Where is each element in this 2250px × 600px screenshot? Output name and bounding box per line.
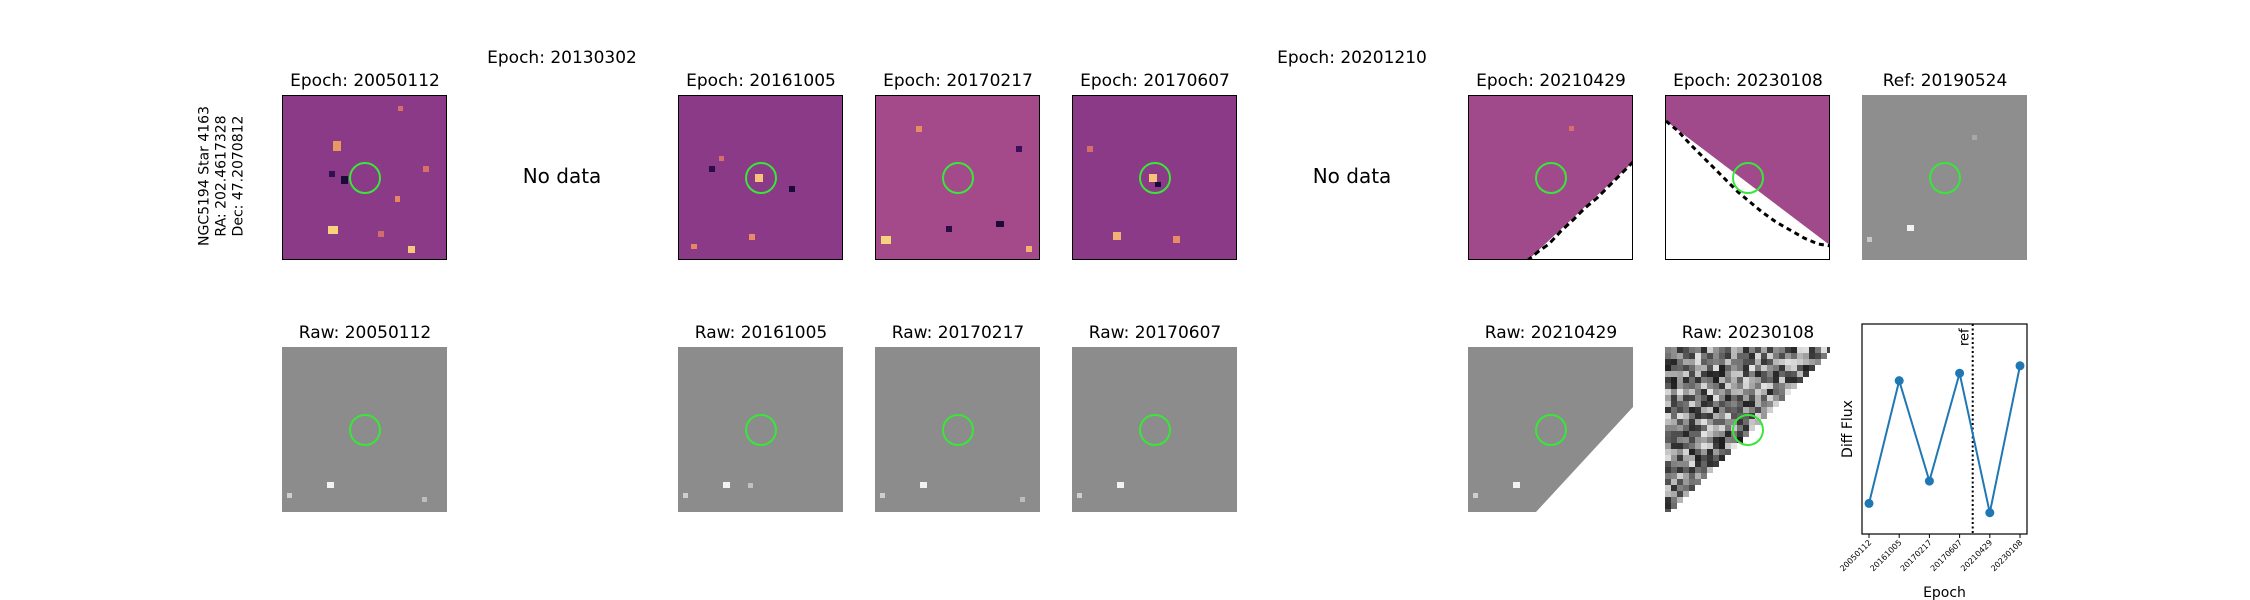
x-tick-label: 20210429 [1959, 538, 1994, 573]
data-point [1985, 508, 1995, 518]
x-tick-label: 20170217 [1899, 538, 1934, 573]
diff-panel-20170607 [1072, 95, 1237, 260]
diff-panel-20161005 [678, 95, 843, 260]
ref-label: ref [1958, 328, 1973, 346]
star-name: NGC5194 Star 4163 [196, 106, 213, 246]
star-ra: RA: 202.4617328 [213, 115, 230, 237]
raw-panel-20170607 [1072, 347, 1237, 512]
target-ring [1731, 413, 1764, 446]
target-ring [1138, 161, 1171, 194]
epoch-title-2: Epoch: 20130302 [487, 48, 637, 68]
target-ring [1534, 413, 1567, 446]
x-axis-label: Epoch [1923, 585, 1966, 600]
x-tick-label: 20170607 [1929, 538, 1964, 573]
diff-panel-20210429 [1468, 95, 1633, 260]
x-tick-label: 20230108 [1989, 538, 2024, 573]
diff-panel-20170217 [875, 95, 1040, 260]
target-ring [348, 413, 381, 446]
series-line [1868, 365, 2021, 513]
raw-image-5 [1473, 407, 1633, 512]
epoch-title-1: Epoch: 20050112 [290, 71, 440, 91]
no-data-label-20201210: No data [1312, 164, 1392, 188]
raw-panel-20050112 [282, 347, 447, 512]
data-point [2015, 361, 2025, 371]
x-tick-label: 20050112 [1838, 538, 1873, 573]
raw-image-6 [1665, 347, 1830, 512]
target-ring [1731, 161, 1764, 194]
raw-title-3: Raw: 20170217 [891, 323, 1025, 343]
epoch-title-3: Epoch: 20161005 [686, 71, 836, 91]
raw-panel-20230108 [1665, 347, 1830, 512]
target-ring [941, 413, 974, 446]
target-ring [1534, 161, 1567, 194]
raw-panel-20161005 [678, 347, 843, 512]
data-point [1894, 376, 1904, 386]
raw-title-1: Raw: 20050112 [298, 323, 432, 343]
no-data-label-20130302: No data [522, 164, 602, 188]
x-tick-label: 20161005 [1868, 538, 1903, 573]
diff-image-1 [328, 106, 429, 253]
data-point [1924, 476, 1934, 486]
raw-title-5: Raw: 20210429 [1484, 323, 1618, 343]
epoch-title-6: Epoch: 20201210 [1277, 48, 1427, 68]
diff-image-4 [881, 126, 1032, 252]
data-point [1864, 498, 1874, 508]
target-ring [1138, 413, 1171, 446]
target-ring [941, 161, 974, 194]
y-axis-label: Diff Flux [1840, 400, 1856, 458]
target-ring [744, 413, 777, 446]
reference-title: Ref: 20190524 [1882, 71, 2008, 91]
epoch-title-5: Epoch: 20170607 [1080, 71, 1230, 91]
diff-image-7 [1527, 126, 1632, 259]
epoch-title-7: Epoch: 20210429 [1476, 71, 1626, 91]
light-curve-chart: ref 2005011220161005201702172017060720210… [1838, 323, 2028, 600]
reference-panel [1862, 95, 2027, 260]
raw-title-6: Raw: 20230108 [1681, 323, 1815, 343]
raw-panel-20210429 [1468, 347, 1633, 512]
diff-panel-20230108 [1665, 95, 1830, 260]
raw-title-2: Raw: 20161005 [694, 323, 828, 343]
raw-title-4: Raw: 20170607 [1088, 323, 1222, 343]
data-point [1955, 368, 1965, 378]
target-ring [744, 161, 777, 194]
raw-image-2 [683, 482, 753, 498]
star-dec: Dec: 47.2070812 [230, 115, 247, 237]
diff-panel-20050112 [282, 95, 447, 260]
epoch-title-4: Epoch: 20170217 [883, 71, 1033, 91]
epoch-title-8: Epoch: 20230108 [1673, 71, 1823, 91]
raw-image-4 [1077, 482, 1124, 498]
plot-frame [1861, 323, 2028, 535]
reference-image [1867, 135, 1977, 242]
star-info-label: NGC5194 Star 4163 RA: 202.4617328 Dec: 4… [197, 101, 248, 251]
target-ring [348, 161, 381, 194]
target-ring [1928, 161, 1961, 194]
raw-panel-20170217 [875, 347, 1040, 512]
raw-image-3 [880, 482, 1025, 502]
raw-image-1 [287, 482, 427, 502]
